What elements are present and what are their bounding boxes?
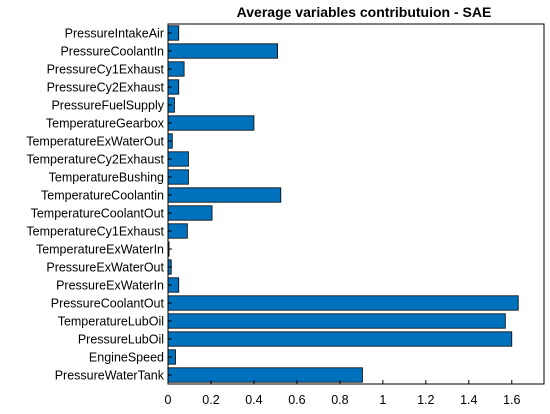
bar-PressureCoolantOut	[167, 295, 519, 311]
category-label-PressureCoolantOut: PressureCoolantOut	[51, 297, 165, 311]
category-label-PressureFuelSupply: PressureFuelSupply	[51, 99, 164, 113]
category-label-TemperatureLubOil: TemperatureLubOil	[58, 315, 164, 329]
bar-PressureWaterTank	[167, 367, 363, 383]
x-tick-label: 0.4	[245, 393, 262, 407]
category-label-TemperatureExWaterIn: TemperatureExWaterIn	[36, 243, 164, 257]
chart-title: Average variables contributuion - SAE	[237, 4, 492, 20]
category-labels: PressureIntakeAir PressureCoolantIn Pressu…	[26, 27, 172, 383]
x-tick-label: 1	[379, 393, 386, 407]
x-tick-label: 1.4	[460, 393, 477, 407]
category-label-TemperatureBushing: TemperatureBushing	[49, 171, 164, 185]
category-label-PressureCy1Exhaust: PressureCy1Exhaust	[47, 63, 165, 77]
category-label-TemperatureCy2Exhaust: TemperatureCy2Exhaust	[26, 153, 164, 167]
category-label-TemperatureGearbox: TemperatureGearbox	[46, 117, 165, 131]
category-label-PressureIntakeAir: PressureIntakeAir	[65, 27, 164, 41]
category-label-PressureLubOil: PressureLubOil	[78, 333, 164, 347]
bar-TemperatureLubOil	[167, 313, 506, 329]
x-tick-label: 1.2	[417, 393, 434, 407]
bar-PressureCoolantIn	[167, 43, 278, 59]
plot-area-frame	[167, 23, 545, 385]
category-label-PressureCoolantIn: PressureCoolantIn	[60, 45, 164, 59]
x-axis-ticks: 0 0.2 0.4 0.6 0.8 1 1.2 1.4 1.6	[165, 380, 521, 407]
category-label-EngineSpeed: EngineSpeed	[89, 351, 164, 365]
x-tick-label: 1.6	[503, 393, 520, 407]
x-tick-label: 0.2	[202, 393, 219, 407]
bar-TemperatureGearbox	[167, 115, 255, 131]
bars-group	[167, 25, 519, 383]
category-label-PressureWaterTank: PressureWaterTank	[55, 369, 165, 383]
bar-PressureLubOil	[167, 331, 513, 347]
x-tick-label: 0.8	[331, 393, 348, 407]
category-label-TemperatureExWaterOut: TemperatureExWaterOut	[26, 135, 164, 149]
category-label-TemperatureCy1Exhaust: TemperatureCy1Exhaust	[26, 225, 164, 239]
x-tick-label: 0.6	[288, 393, 305, 407]
category-label-TemperatureCoolantOut: TemperatureCoolantOut	[31, 207, 165, 221]
category-label-TemperatureCoolantin: TemperatureCoolantin	[41, 189, 164, 203]
category-label-PressureCy2Exhaust: PressureCy2Exhaust	[47, 81, 165, 95]
bar-TemperatureCoolantOut	[167, 205, 213, 221]
category-label-PressureExWaterIn: PressureExWaterIn	[56, 279, 164, 293]
category-label-PressureExWaterOut: PressureExWaterOut	[46, 261, 164, 275]
bar-TemperatureCoolantin	[167, 187, 282, 203]
x-tick-label: 0	[165, 393, 172, 407]
